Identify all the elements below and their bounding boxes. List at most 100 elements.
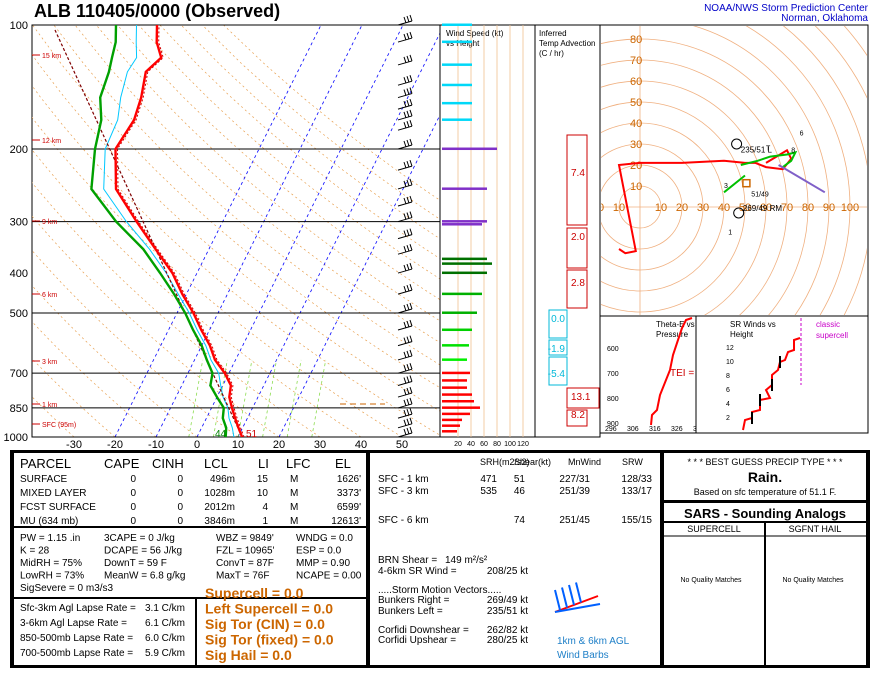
param-value: SigSevere = 0 m3/s3 (20, 583, 114, 594)
param-value: WNDG = 0.0 (296, 533, 353, 544)
sr-y-tick: 10 (726, 359, 734, 366)
parcel-cell: 6599' (337, 502, 361, 513)
wind-speed-bar (442, 293, 482, 296)
lapse-value: 5.9 C/km (145, 648, 185, 659)
advection-value: 2.8 (571, 278, 585, 289)
precip-type: Rain. (748, 469, 782, 485)
wind-speed-bar (442, 344, 469, 347)
pressure-tick: 850 (10, 403, 28, 415)
theta-e-panel: Theta-E vs Pressure TEI = 24 60070080090… (600, 316, 709, 433)
hodo-x-tick: 40 (718, 202, 730, 214)
wind-speed-bar (442, 311, 477, 314)
wind-speed-subtitle: vs Height (446, 39, 480, 48)
precip-title: * * * BEST GUESS PRECIP TYPE * * * (687, 457, 843, 467)
temp-advection-panel: Inferred Temp Advection (C / hr) 7.4 2.0 2… (535, 25, 600, 437)
param-value: MidRH = 75% (20, 558, 82, 569)
bunkers-right-label: 269/49 RM (743, 204, 782, 213)
wind-speed-bar (442, 84, 472, 87)
pressure-tick: 200 (10, 144, 28, 156)
advection-value: 2.0 (571, 232, 585, 243)
hodo-x-tick: 80 (802, 202, 814, 214)
parcel-cell: 15 (257, 474, 269, 485)
sr-y-tick: 8 (726, 373, 730, 380)
kin-layer: SFC - 1 km (378, 474, 429, 485)
theta-x-tick: 326 (671, 426, 683, 433)
kin-shear: 51 (514, 474, 526, 485)
bunkers-left-value: 235/51 kt (487, 606, 528, 617)
pressure-tick: 500 (10, 308, 28, 320)
wind-speed-bar (442, 400, 474, 403)
sars-supercell-header: SUPERCELL (687, 524, 741, 534)
wind-speed-tick: 60 (480, 441, 488, 448)
temp-tick: 30 (314, 439, 326, 451)
sr-winds-title-1: SR Winds vs (730, 320, 776, 329)
sfc-temperature-label: 51 (246, 429, 258, 440)
advection-value: 7.4 (571, 168, 585, 179)
parcel-cell: 0 (177, 474, 183, 485)
sr-supercell-label: supercell (816, 331, 848, 340)
parcel-cell: MU (634 mb) (20, 516, 78, 527)
pressure-tick: 400 (10, 268, 28, 280)
hodo-y-tick: 70 (630, 55, 642, 67)
wind-speed-bar (442, 393, 472, 396)
sfc-dewpoint-label: 44 (215, 429, 227, 440)
lapse-label: 700-500mb Lapse Rate = (20, 648, 133, 659)
hodo-x-tick: 90 (823, 202, 835, 214)
theta-x-tick: 316 (649, 426, 661, 433)
sars-box: SARS - Sounding Analogs SUPERCELL SGFNT … (664, 503, 866, 665)
param-value: MaxT = 76F (216, 571, 269, 582)
parcel-header: LFC (286, 456, 311, 471)
param-value: PW = 1.15 .in (20, 533, 80, 544)
sr-classic-label: classic (816, 320, 840, 329)
hodo-x-tick: 70 (781, 202, 793, 214)
temp-tick: 10 (232, 439, 244, 451)
sars-hail-header: SGFNT HAIL (789, 524, 842, 534)
advection-value: -1.9 (548, 344, 566, 355)
wind-speed-bar (442, 406, 480, 409)
parcel-cell: 12613' (331, 516, 361, 527)
temp-tick: -20 (107, 439, 123, 451)
theta-y-tick: 600 (607, 346, 619, 353)
advection-title-2: Temp Advection (539, 39, 595, 48)
kin-srw: 133/17 (621, 486, 652, 497)
kin-layer: SFC - 3 km (378, 486, 429, 497)
hodo-y-tick: 30 (630, 139, 642, 151)
wind-speed-title: Wind Speed (kt) (446, 29, 504, 38)
parcel-header: PARCEL (20, 456, 71, 471)
wind-speed-bar (442, 372, 470, 375)
parcel-header: LI (258, 456, 269, 471)
hodo-y-tick: 20 (630, 160, 642, 172)
param-value: MeanW = 6.8 g/kg (104, 571, 185, 582)
advection-title-3: (C / hr) (539, 49, 564, 58)
composite-value: Supercell = 0.0 (205, 585, 304, 601)
parcel-cell: M (290, 502, 298, 513)
composite-value: Sig Hail = 0.0 (205, 647, 292, 663)
wind-speed-bar (442, 413, 470, 416)
wind-speed-bar (442, 430, 457, 433)
wind-speed-bar (442, 386, 467, 389)
wind-speed-bar (442, 223, 482, 226)
advection-title-1: Inferred (539, 29, 567, 38)
parcel-header: CINH (152, 456, 184, 471)
kin-shear: 74 (514, 515, 526, 526)
hodo-x-tick: 30 (697, 202, 709, 214)
wind-speed-bar (442, 220, 487, 223)
precip-box: * * * BEST GUESS PRECIP TYPE * * * Rain.… (664, 453, 866, 500)
lapse-value: 6.1 C/km (145, 618, 185, 629)
pressure-tick: 700 (10, 368, 28, 380)
hodo-x-tick: 20 (676, 202, 688, 214)
hodo-x-tick: 100 (841, 202, 859, 214)
wind-speed-tick: 120 (517, 441, 529, 448)
kin-header: Shear(kt) (514, 457, 551, 467)
hodo-mark: 8 (791, 147, 795, 154)
height-label: 12 km (42, 138, 61, 145)
kin-srh: 471 (480, 474, 497, 485)
param-value: DownT = 59 F (104, 558, 167, 569)
height-label: 9 km (42, 219, 57, 226)
param-value: ConvT = 87F (216, 558, 274, 569)
param-value: MMP = 0.90 (296, 558, 350, 569)
pressure-tick: 300 (10, 217, 28, 229)
kin-mnwind: 251/45 (559, 515, 590, 526)
wind-speed-bar (442, 262, 492, 265)
